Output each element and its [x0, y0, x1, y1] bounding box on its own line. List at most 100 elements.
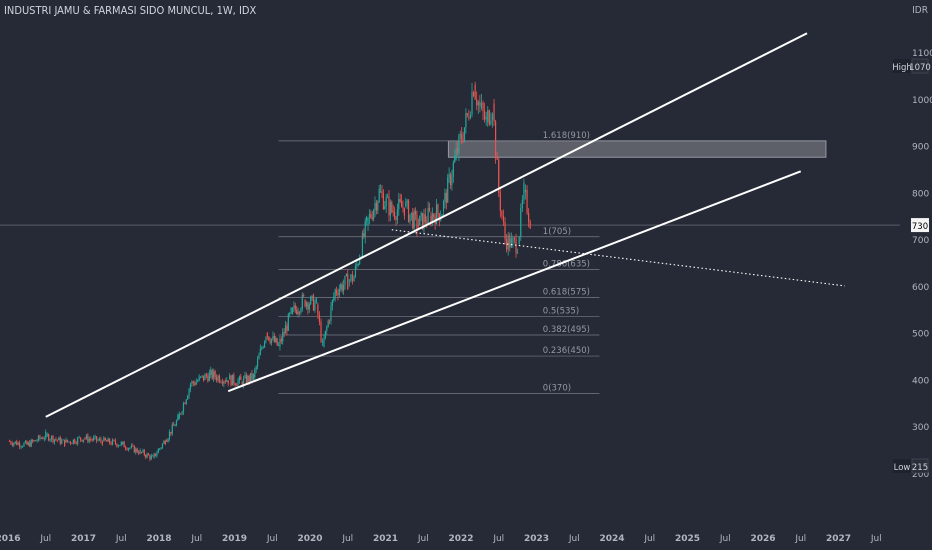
candle-body [154, 453, 157, 456]
candle-body [444, 192, 446, 202]
candle-body [364, 220, 366, 237]
currency-label: IDR [912, 5, 928, 16]
candle-body [242, 377, 245, 386]
candle-body [461, 134, 463, 140]
candle-body [509, 235, 511, 248]
candle-body [403, 207, 405, 216]
candle-body [305, 302, 308, 307]
candle-body [402, 207, 404, 209]
candle-body [168, 431, 171, 439]
candle-body [392, 211, 394, 213]
candle-body [416, 214, 418, 231]
candle-body [396, 209, 398, 220]
candle-body [109, 438, 111, 444]
candle-body [393, 212, 396, 218]
x-tick-label: 2023 [524, 534, 549, 544]
candle-body [62, 439, 64, 441]
candle-body [255, 366, 257, 370]
candle-body [520, 207, 522, 237]
candle-body [414, 210, 417, 215]
candle-body [276, 338, 278, 346]
candle-body [200, 376, 202, 378]
candle-body [29, 442, 31, 447]
candle-body [93, 437, 95, 441]
candle-body [477, 101, 479, 106]
candle-body [308, 304, 310, 310]
candle-body [220, 381, 222, 383]
candle-body [39, 435, 41, 439]
candle-body [347, 274, 349, 290]
candle-body [334, 289, 336, 297]
candle-body [367, 217, 369, 226]
candle-body [100, 438, 102, 442]
candle-body [337, 292, 339, 296]
x-tick-label: 2027 [826, 534, 851, 544]
candle-body [132, 445, 134, 447]
candle-body [498, 159, 500, 193]
candle-body [230, 375, 232, 386]
candle-body [48, 434, 50, 441]
candle-body [320, 321, 322, 342]
candle-body [14, 441, 16, 444]
candle-body [479, 101, 481, 106]
candle-body [283, 332, 285, 334]
candle-body [32, 439, 34, 442]
candle-body [159, 448, 161, 450]
candle-body [178, 413, 180, 420]
candle-body [87, 435, 89, 442]
candle-body [202, 375, 205, 381]
candle-body [259, 348, 261, 356]
x-tick-label: Jul [190, 534, 202, 544]
candle-body [326, 326, 328, 331]
candle-body [42, 438, 44, 440]
candle-body [391, 202, 393, 212]
candle-body [187, 395, 189, 400]
candle-body [110, 443, 112, 445]
candle-body [421, 212, 424, 230]
candle-body [214, 371, 216, 378]
candle-body [296, 309, 298, 315]
candle-body [517, 252, 519, 254]
candle-body [68, 441, 70, 443]
candle-body [30, 439, 32, 447]
candle-body [43, 438, 45, 440]
candle-body [107, 438, 109, 442]
candle-body [185, 399, 187, 404]
candle-body [350, 274, 352, 281]
candle-body [307, 302, 309, 310]
candle-body [395, 217, 397, 220]
candle-body [448, 174, 450, 178]
candle-body [294, 305, 296, 310]
candle-body [254, 369, 256, 378]
candle-body [495, 121, 497, 158]
candle-body [413, 210, 415, 229]
candle-body [211, 369, 213, 379]
y-tick-label: 400 [912, 376, 929, 386]
candle-body [101, 441, 103, 445]
candle-body [145, 455, 147, 458]
candle-body [501, 210, 503, 217]
candle-body [373, 210, 375, 220]
candle-body [33, 440, 35, 442]
candle-body [471, 92, 473, 115]
candle-body [149, 455, 151, 460]
candle-body [442, 201, 445, 212]
candle-body [407, 200, 410, 222]
candle-body [515, 239, 517, 254]
candle-body [247, 375, 249, 384]
candle-body [52, 435, 54, 443]
candle-body [46, 434, 48, 436]
x-tick-label: Jul [492, 534, 504, 544]
candle-body [357, 264, 359, 266]
candle-body [377, 201, 379, 211]
candle-body [182, 403, 185, 412]
candle-body [513, 237, 516, 240]
candle-body [335, 290, 338, 293]
candle-body [289, 313, 291, 315]
candle-body [437, 204, 439, 214]
candle-body [523, 182, 525, 200]
candle-body [88, 438, 90, 442]
candle-body [167, 438, 169, 442]
candle-body [79, 437, 82, 440]
